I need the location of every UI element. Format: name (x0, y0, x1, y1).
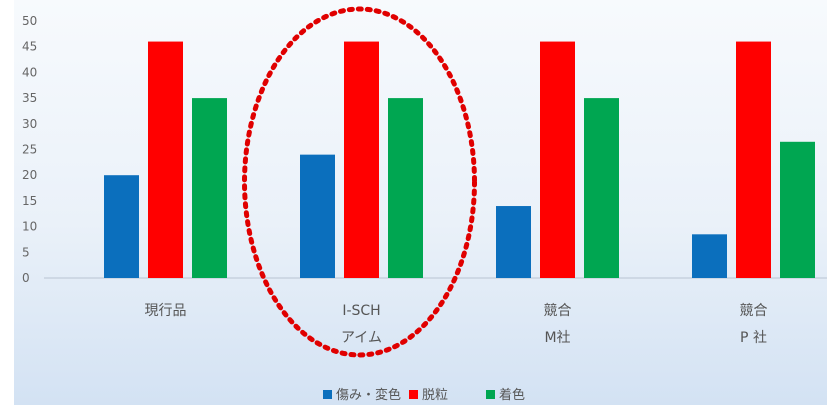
legend-swatch-1 (323, 390, 332, 399)
category-label: I-SCH (342, 303, 380, 319)
bar-3-3 (584, 98, 619, 278)
bar-3-1 (192, 98, 227, 278)
category-label: 競合 (544, 303, 572, 319)
y-tick-label: 35 (22, 91, 37, 105)
y-axis: 0 5 10 15 20 25 30 35 40 45 50 (22, 14, 37, 285)
highlight-layer (242, 6, 477, 358)
y-tick-label: 45 (22, 40, 37, 54)
y-tick-label: 20 (22, 168, 37, 182)
bars (104, 41, 815, 279)
y-tick-label: 40 (22, 65, 37, 79)
y-tick-label: 5 (22, 245, 30, 259)
y-tick-label: 25 (22, 143, 37, 157)
legend: 傷み・変色 脱粒 着色 (323, 387, 525, 403)
y-tick-label: 10 (22, 220, 37, 234)
y-tick-label: 15 (22, 194, 37, 208)
category-label: P 社 (740, 330, 767, 346)
bar-1-1 (104, 175, 139, 278)
legend-swatch-3 (486, 390, 495, 399)
category-label: アイム (341, 330, 382, 346)
legend-label: 脱粒 (422, 388, 448, 403)
bar-1-4 (692, 234, 727, 278)
bar-2-2 (344, 41, 379, 279)
bar-2-1 (148, 41, 183, 279)
bar-3-2 (388, 98, 423, 278)
legend-label: 傷み・変色 (336, 387, 401, 403)
legend-swatch-2 (409, 390, 418, 399)
y-tick-label: 50 (22, 14, 37, 28)
bar-2-4 (736, 41, 771, 279)
y-tick-label: 30 (22, 117, 37, 131)
bar-1-3 (496, 206, 531, 278)
category-label: 現行品 (145, 303, 187, 319)
category-label: 競合 (740, 303, 768, 319)
bar-2-3 (540, 41, 575, 279)
bar-1-2 (300, 154, 335, 278)
legend-label: 着色 (499, 387, 525, 403)
category-label: M社 (544, 330, 570, 346)
y-tick-label: 0 (22, 271, 30, 285)
x-axis: 現行品 I-SCH アイム 競合 M社 競合 P 社 (145, 303, 768, 346)
bar-3-4 (780, 141, 815, 278)
highlight-ellipse (242, 6, 477, 358)
